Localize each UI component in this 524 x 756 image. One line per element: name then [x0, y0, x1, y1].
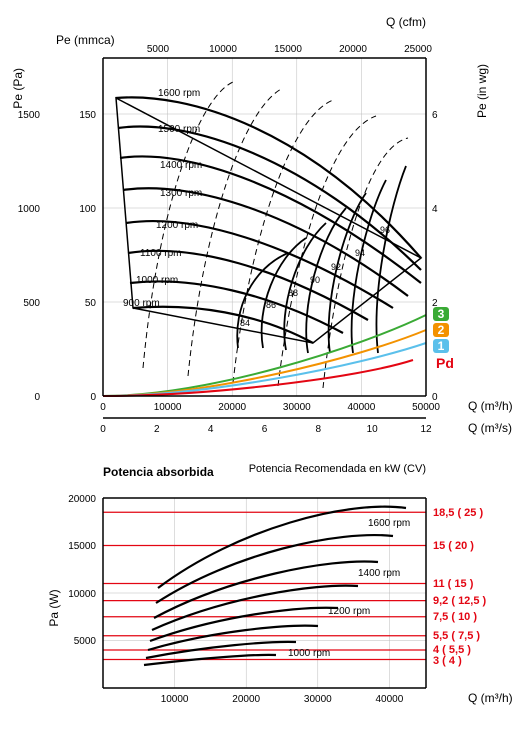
- svg-text:30000: 30000: [283, 402, 311, 413]
- svg-text:30000: 30000: [304, 694, 332, 705]
- svg-text:94: 94: [355, 248, 365, 258]
- svg-text:1: 1: [438, 339, 445, 353]
- power-labels: 18,5 ( 25 ) 15 ( 20 ) 11 ( 15 ) 9,2 ( 12…: [433, 507, 487, 667]
- svg-text:5000: 5000: [74, 636, 97, 647]
- svg-text:15000: 15000: [68, 541, 96, 552]
- svg-text:4: 4: [432, 204, 438, 215]
- svg-text:Pd: Pd: [436, 355, 454, 371]
- svg-text:86: 86: [266, 300, 276, 310]
- efficiency-curves: [237, 166, 406, 353]
- axis-label: Q (m³/h): [468, 691, 513, 705]
- svg-text:0: 0: [100, 402, 106, 413]
- svg-text:1000 rpm: 1000 rpm: [288, 648, 330, 659]
- svg-text:1100 rpm: 1100 rpm: [140, 248, 182, 259]
- svg-text:20000: 20000: [68, 494, 96, 505]
- svg-text:150: 150: [79, 110, 96, 121]
- svg-text:1300 rpm: 1300 rpm: [160, 188, 202, 199]
- svg-text:40000: 40000: [347, 402, 375, 413]
- svg-text:1000: 1000: [18, 204, 41, 215]
- svg-text:6: 6: [262, 424, 268, 435]
- svg-text:10: 10: [367, 424, 379, 435]
- svg-text:84: 84: [240, 318, 250, 328]
- power-curves: [144, 507, 406, 665]
- svg-text:96: 96: [380, 225, 390, 235]
- svg-text:1200 rpm: 1200 rpm: [156, 220, 198, 231]
- svg-text:1600 rpm: 1600 rpm: [158, 88, 200, 99]
- svg-text:90: 90: [310, 275, 320, 285]
- svg-text:92: 92: [331, 262, 341, 272]
- svg-text:50000: 50000: [412, 402, 440, 413]
- svg-text:10000: 10000: [68, 589, 96, 600]
- svg-text:500: 500: [23, 298, 40, 309]
- axis-label: Q (m³/h): [468, 399, 513, 413]
- svg-text:2: 2: [438, 323, 445, 337]
- svg-text:10000: 10000: [161, 694, 189, 705]
- svg-text:18,5 ( 25 ): 18,5 ( 25 ): [433, 507, 483, 519]
- svg-text:20000: 20000: [232, 694, 260, 705]
- svg-text:1500 rpm: 1500 rpm: [158, 124, 200, 135]
- svg-text:20000: 20000: [218, 402, 246, 413]
- svg-text:15 ( 20 ): 15 ( 20 ): [433, 540, 474, 552]
- svg-text:5000: 5000: [147, 44, 170, 55]
- svg-text:1400 rpm: 1400 rpm: [358, 568, 400, 579]
- axis-label: Q (m³/s): [468, 421, 512, 435]
- axis-label: Pa (W): [47, 589, 61, 626]
- svg-text:1400 rpm: 1400 rpm: [160, 160, 202, 171]
- svg-text:15000: 15000: [274, 44, 302, 55]
- svg-text:3 ( 4 ): 3 ( 4 ): [433, 655, 462, 667]
- svg-text:4: 4: [208, 424, 214, 435]
- axis-label: Q (cfm): [386, 15, 426, 29]
- svg-text:0: 0: [432, 392, 438, 403]
- svg-text:6: 6: [432, 110, 438, 121]
- svg-text:88: 88: [288, 288, 298, 298]
- svg-text:1600 rpm: 1600 rpm: [368, 518, 410, 529]
- svg-text:1000 rpm: 1000 rpm: [136, 275, 178, 286]
- svg-text:40000: 40000: [375, 694, 403, 705]
- svg-text:100: 100: [79, 204, 96, 215]
- axis-label: Pe (in wg): [475, 64, 489, 118]
- svg-text:7,5 ( 10 ): 7,5 ( 10 ): [433, 611, 477, 623]
- axis-label: Pe (mmca): [56, 33, 115, 47]
- svg-text:8: 8: [316, 424, 322, 435]
- svg-text:0: 0: [34, 392, 40, 403]
- chart-title-right: Potencia Recomendada en kW (CV): [249, 463, 426, 475]
- chart-title-left: Potencia absorbida: [103, 465, 214, 479]
- svg-text:2: 2: [432, 298, 438, 309]
- svg-text:0: 0: [90, 392, 96, 403]
- svg-text:12: 12: [420, 424, 432, 435]
- power-chart: Potencia absorbida Potencia Recomendada …: [8, 458, 516, 748]
- svg-text:50: 50: [85, 298, 97, 309]
- svg-text:3: 3: [438, 307, 445, 321]
- pd-curves: [103, 315, 426, 396]
- svg-text:5,5 ( 7,5 ): 5,5 ( 7,5 ): [433, 630, 480, 642]
- rpm-labels: 1600 rpm 1500 rpm 1400 rpm 1300 rpm 1200…: [123, 88, 202, 309]
- svg-text:10000: 10000: [209, 44, 237, 55]
- curve-badges: 3 2 1 Pd: [433, 307, 454, 371]
- svg-text:1200 rpm: 1200 rpm: [328, 606, 370, 617]
- svg-text:10000: 10000: [154, 402, 182, 413]
- svg-text:9,2 ( 12,5 ): 9,2 ( 12,5 ): [433, 595, 487, 607]
- svg-text:11 ( 15 ): 11 ( 15 ): [433, 578, 474, 590]
- axis-label: Pe (Pa): [11, 68, 25, 109]
- svg-text:1500: 1500: [18, 110, 41, 121]
- svg-text:2: 2: [154, 424, 160, 435]
- svg-text:25000: 25000: [404, 44, 432, 55]
- svg-text:0: 0: [100, 424, 106, 435]
- pressure-chart: 3 2 1 Pd 1600 rpm 1500 rpm 1400 rpm 1300…: [8, 8, 516, 458]
- svg-text:900 rpm: 900 rpm: [123, 298, 160, 309]
- svg-text:20000: 20000: [339, 44, 367, 55]
